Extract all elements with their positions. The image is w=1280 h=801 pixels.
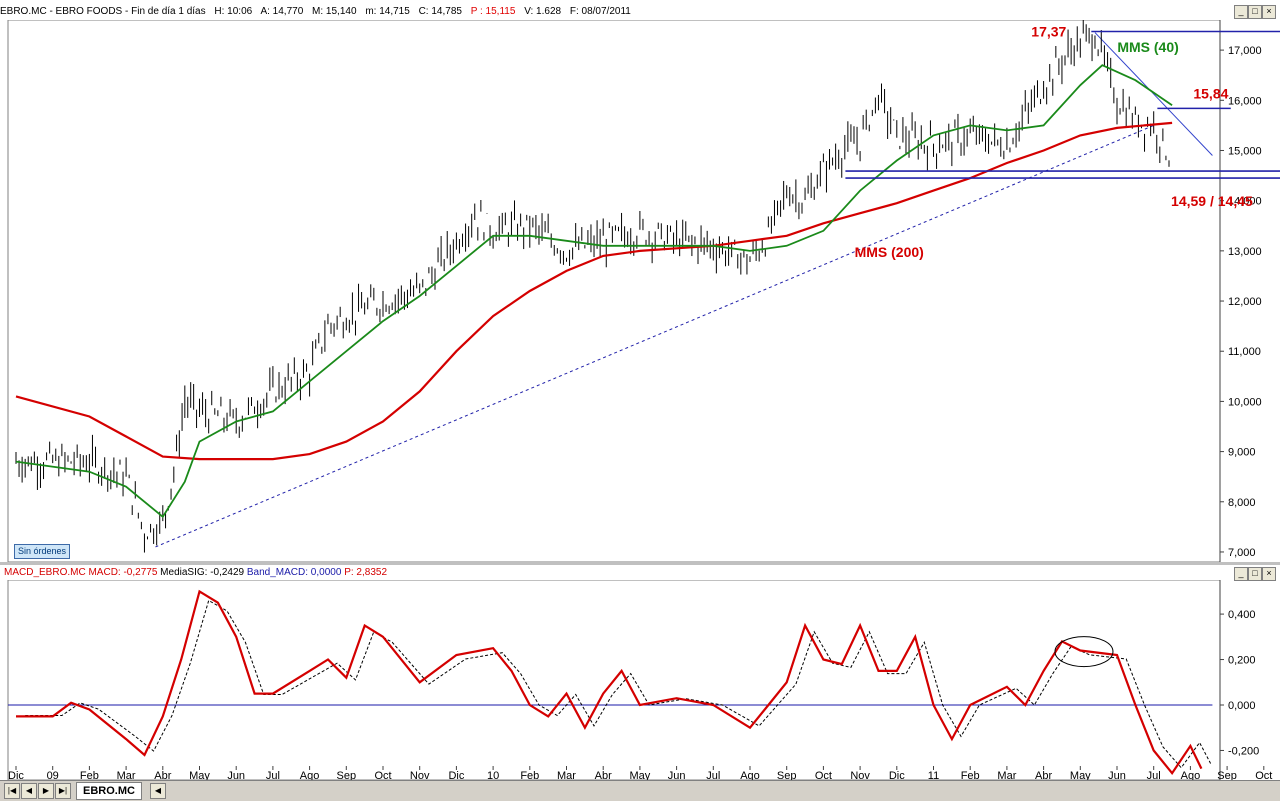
- price-tick-label: 15,000: [1228, 145, 1262, 157]
- symbol-tab[interactable]: EBRO.MC: [76, 782, 142, 800]
- x-tick-label: Sep: [337, 770, 357, 780]
- macd-tick-label: 0,400: [1228, 609, 1256, 621]
- macd-minimize-icon[interactable]: _: [1234, 567, 1248, 581]
- next-icon[interactable]: ▶: [38, 783, 54, 799]
- trendline-dashed: [155, 124, 1154, 548]
- price-tick-label: 7,000: [1228, 547, 1256, 559]
- label-17-37: 17,37: [1031, 24, 1066, 40]
- x-tick-label: Ago: [300, 770, 320, 780]
- x-tick-label: Abr: [1035, 770, 1052, 780]
- x-tick-label: Mar: [997, 770, 1016, 780]
- x-tick-label: Sep: [1217, 770, 1237, 780]
- price-tick-label: 14,000: [1228, 196, 1262, 208]
- macd-chart: 0,400 0,200 0,000 -0,200 Dic 09 Feb Mar Abr May Ju…: [7, 580, 1272, 780]
- x-tick-label: Oct: [374, 770, 391, 780]
- macd-tick-label: 0,200: [1228, 655, 1256, 667]
- price-tick-label: 16,000: [1228, 95, 1262, 107]
- macd-line: [16, 589, 1203, 776]
- macd-maximize-icon[interactable]: □: [1248, 567, 1262, 581]
- x-tick-label: Abr: [154, 770, 171, 780]
- close-icon[interactable]: ×: [1262, 5, 1276, 19]
- macd-header: MACD_EBRO.MC MACD: -0,2775 MediaSIG: -0,…: [4, 566, 387, 580]
- orders-badge[interactable]: Sin órdenes: [14, 544, 71, 559]
- x-tick-label: Feb: [961, 770, 980, 780]
- bottom-toolbar: |◀ ◀ ▶ ▶| EBRO.MC ◀: [0, 780, 1280, 801]
- macd-close-icon[interactable]: ×: [1262, 567, 1276, 581]
- x-tick-label: May: [1070, 770, 1091, 780]
- price-plot-area: [7, 20, 1221, 562]
- x-tick-label: Oct: [1255, 770, 1272, 780]
- macd-tick-label: 0,000: [1228, 700, 1256, 712]
- trendline-solid: [1094, 32, 1213, 156]
- maximize-icon[interactable]: □: [1248, 5, 1262, 19]
- title-part-1: H: 10:06: [214, 6, 253, 17]
- x-tick-label: 10: [487, 770, 499, 780]
- x-tick-label: Jul: [706, 770, 720, 780]
- minimize-icon[interactable]: _: [1234, 5, 1248, 19]
- price-chart: 17,000 16,000 15,000 14,000 13,000 12,000 11,0…: [7, 20, 1280, 562]
- price-tick-label: 9,000: [1228, 447, 1256, 459]
- x-tick-label: Jun: [668, 770, 686, 780]
- sma40-line: [15, 64, 1173, 519]
- price-tick-label: 12,000: [1228, 296, 1262, 308]
- title-part-0: EBRO.MC - EBRO FOODS - Fin de día 1 días: [0, 6, 206, 17]
- x-tick-label: May: [630, 770, 651, 780]
- macd-p: P: 2,8352: [344, 567, 387, 578]
- scroll-left-icon[interactable]: ◀: [150, 783, 166, 799]
- x-tick-label: Jul: [266, 770, 280, 780]
- pane-divider[interactable]: [0, 562, 1280, 565]
- x-tick-label: Oct: [815, 770, 832, 780]
- title-part-2: A: 14,770: [260, 6, 304, 17]
- sma200-label: MMS (200): [855, 244, 924, 260]
- x-tick-label: Dic: [448, 770, 464, 780]
- x-tick-label: May: [189, 770, 210, 780]
- title-part-4: m: 14,715: [365, 6, 410, 17]
- x-tick-label: 09: [47, 770, 59, 780]
- x-tick-label: Jul: [1147, 770, 1161, 780]
- x-tick-label: Feb: [80, 770, 99, 780]
- macd-tick-label: -0,200: [1228, 745, 1259, 757]
- title-part-p: P : 15,115: [470, 6, 516, 17]
- x-tick-label: Nov: [850, 770, 870, 780]
- title-rest-0: V: 1.628: [524, 6, 562, 17]
- title-rest-1: F: 08/07/2011: [569, 6, 631, 17]
- price-tick-label: 13,000: [1228, 246, 1262, 258]
- price-tick-label: 8,000: [1228, 497, 1256, 509]
- x-tick-label: Mar: [557, 770, 576, 780]
- x-tick-label: Jun: [1108, 770, 1126, 780]
- macd-signal-line: [25, 599, 1212, 769]
- title-part-5: C: 14,785: [418, 6, 462, 17]
- macd-name: MACD_EBRO.MC: [4, 567, 86, 578]
- x-tick-label: Dic: [889, 770, 905, 780]
- macd-signal: MediaSIG: -0,2429: [160, 567, 245, 578]
- last-icon[interactable]: ▶|: [55, 783, 71, 799]
- x-tick-label: Mar: [117, 770, 136, 780]
- title-part-3: M: 15,140: [312, 6, 357, 17]
- x-tick-label: Ago: [740, 770, 760, 780]
- macd-value: MACD: -0,2775: [88, 567, 158, 578]
- x-tick-label: Nov: [410, 770, 430, 780]
- first-icon[interactable]: |◀: [4, 783, 20, 799]
- label-15-84: 15,84: [1193, 85, 1228, 101]
- x-tick-label: Ago: [1181, 770, 1201, 780]
- prev-icon[interactable]: ◀: [21, 783, 37, 799]
- price-tick-label: 10,000: [1228, 396, 1262, 408]
- price-tick-label: 11,000: [1228, 346, 1261, 358]
- macd-highlight-ellipse: [1054, 636, 1114, 668]
- sma40-label: MMS (40): [1117, 39, 1178, 55]
- x-tick-label: Dic: [8, 770, 24, 780]
- x-tick-label: 11: [928, 770, 939, 780]
- x-tick-label: Feb: [520, 770, 539, 780]
- label-support: 14,59 / 14,45: [1171, 193, 1253, 209]
- price-bars: [15, 20, 1170, 553]
- macd-band: Band_MACD: 0,0000: [246, 567, 342, 578]
- price-tick-label: 17,000: [1228, 45, 1262, 57]
- x-tick-label: Sep: [777, 770, 797, 780]
- x-tick-label: Jun: [227, 770, 245, 780]
- x-tick-label: Abr: [595, 770, 612, 780]
- price-chart-header: EBRO.MC - EBRO FOODS - Fin de día 1 días…: [0, 4, 1280, 20]
